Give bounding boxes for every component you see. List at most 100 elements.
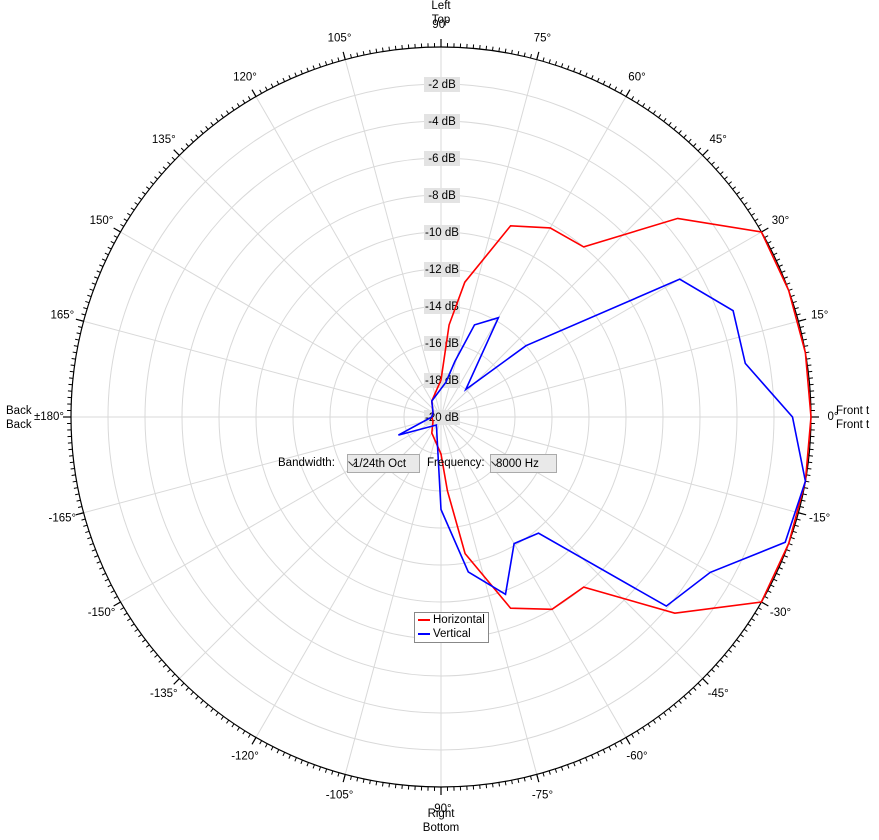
minor-tick [85, 530, 90, 534]
minor-tick [801, 332, 806, 335]
minor-tick [247, 733, 251, 738]
major-tick [173, 678, 180, 685]
minor-tick [270, 746, 274, 751]
minor-tick [711, 668, 715, 673]
minor-tick [87, 294, 92, 298]
angle-label: 105° [328, 32, 352, 44]
minor-tick [504, 781, 507, 786]
minor-tick [743, 628, 748, 632]
minor-tick [523, 777, 526, 782]
minor-tick [337, 57, 340, 62]
minor-tick [619, 89, 623, 94]
minor-tick [312, 764, 315, 769]
minor-tick [356, 52, 359, 57]
major-tick [761, 601, 769, 607]
minor-tick [754, 218, 759, 222]
bandwidth-value: 1/24th Oct [353, 458, 407, 470]
angle-label: 120° [233, 72, 257, 84]
radial-label: -18 dB [425, 375, 459, 387]
minor-tick [747, 623, 752, 627]
frequency-select[interactable]: 8000 Hz [490, 454, 557, 473]
minor-tick [185, 143, 190, 147]
major-tick [75, 318, 84, 322]
minor-tick [579, 759, 582, 764]
minor-tick [692, 687, 697, 691]
axis-end-label: Back [6, 419, 32, 431]
minor-tick [773, 578, 778, 582]
minor-tick [608, 83, 612, 88]
minor-tick [668, 121, 672, 126]
minor-tick [585, 72, 588, 77]
minor-tick [728, 181, 732, 185]
minor-tick [554, 768, 558, 773]
minor-tick [757, 607, 762, 611]
minor-tick [70, 364, 75, 367]
minor-tick [276, 80, 280, 85]
major-tick [702, 149, 709, 156]
minor-tick [751, 618, 755, 622]
minor-tick [732, 186, 737, 190]
bandwidth-label: Bandwidth: [278, 457, 335, 469]
minor-tick [794, 524, 799, 527]
minor-tick [728, 649, 732, 653]
axis-end-label: Left [431, 0, 451, 12]
minor-tick [362, 51, 365, 56]
angle-label: 60° [628, 72, 645, 84]
minor-tick [706, 156, 711, 161]
minor-tick [190, 691, 194, 696]
major-tick [702, 678, 709, 685]
minor-tick [120, 223, 125, 227]
minor-tick [91, 282, 96, 285]
minor-tick [127, 212, 131, 216]
minor-tick [75, 338, 80, 341]
minor-tick [794, 307, 799, 310]
minor-tick [89, 543, 94, 546]
major-tick [798, 512, 807, 516]
angle-label: 0° [828, 411, 839, 423]
minor-tick [236, 103, 240, 107]
minor-tick [688, 138, 692, 143]
major-tick [75, 512, 84, 516]
minor-tick [591, 75, 594, 80]
radial-label-bg [424, 225, 460, 240]
minor-tick [596, 77, 600, 82]
minor-tick [517, 51, 520, 56]
minor-tick [652, 719, 656, 724]
minor-tick [85, 300, 90, 304]
major-tick [113, 227, 121, 233]
minor-tick [711, 161, 715, 166]
minor-tick [683, 134, 687, 139]
minor-tick [724, 176, 728, 180]
minor-tick [375, 781, 378, 786]
minor-tick [608, 746, 612, 751]
minor-tick [381, 47, 384, 52]
minor-tick [101, 258, 106, 262]
angle-label: -75° [532, 790, 553, 802]
minor-tick [87, 536, 92, 540]
minor-tick [167, 161, 171, 166]
radial-label: -12 dB [425, 264, 459, 276]
minor-tick [300, 759, 303, 764]
minor-tick [781, 561, 786, 564]
minor-tick [790, 536, 795, 540]
minor-tick [790, 294, 795, 298]
minor-tick [264, 86, 268, 91]
minor-tick [91, 549, 96, 552]
angle-label: -90° [430, 803, 451, 815]
major-tick [251, 737, 257, 745]
minor-tick [113, 595, 118, 599]
minor-tick [356, 777, 359, 782]
minor-tick [642, 103, 646, 107]
minor-tick [491, 783, 494, 788]
radial-label-bg [424, 114, 460, 129]
minor-tick [76, 332, 81, 335]
angle-label: 135° [152, 134, 176, 146]
legend-swatch [418, 619, 430, 621]
minor-tick [77, 326, 83, 328]
minor-tick [764, 235, 769, 239]
bandwidth-select[interactable]: 1/24th Oct [347, 454, 420, 473]
minor-tick [318, 63, 322, 68]
legend-label: Horizontal [433, 614, 485, 626]
minor-tick [89, 288, 94, 291]
